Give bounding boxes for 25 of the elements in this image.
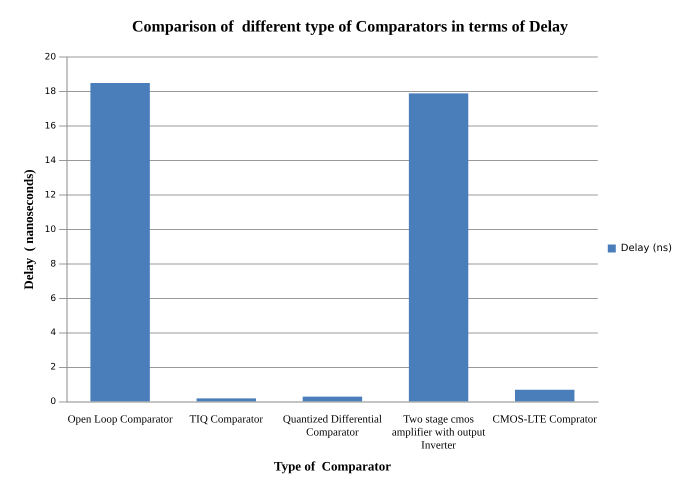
y-tick-label: 2 [50, 362, 56, 373]
bar [408, 93, 468, 402]
y-tick-label: 6 [50, 294, 56, 304]
legend-label: Delay (ns) [620, 243, 672, 254]
x-tick-label: Two stage cmos amplifier with output Inverter [392, 413, 486, 452]
y-tick-label: 8 [50, 259, 56, 270]
chart-title: Comparison of different type of Comparators in terms of Delay [132, 18, 568, 36]
y-tick-label: 18 [44, 87, 56, 98]
x-axis-title: Type of Comparator [274, 458, 392, 474]
y-tick-label: 10 [44, 224, 56, 235]
y-tick-label: 20 [44, 52, 56, 63]
x-tick-label: CMOS-LTE Comprator [492, 413, 598, 426]
y-axis-title: Delay ( nanoseconds) [21, 169, 36, 290]
bar [302, 396, 362, 402]
x-tick-label: Quantized Differential Comparator [282, 413, 382, 438]
bar [515, 390, 574, 402]
y-tick-label: 12 [44, 190, 56, 200]
bar [196, 398, 256, 402]
y-tick-label: 14 [44, 156, 56, 166]
y-tick-label: 4 [50, 328, 56, 338]
y-tick-label: 0 [50, 397, 56, 408]
x-tick-label: Open Loop Comparator [68, 413, 173, 426]
x-tick-label: TIQ Comparator [189, 413, 264, 426]
y-tick-label: 16 [44, 121, 56, 132]
bar [90, 83, 150, 402]
